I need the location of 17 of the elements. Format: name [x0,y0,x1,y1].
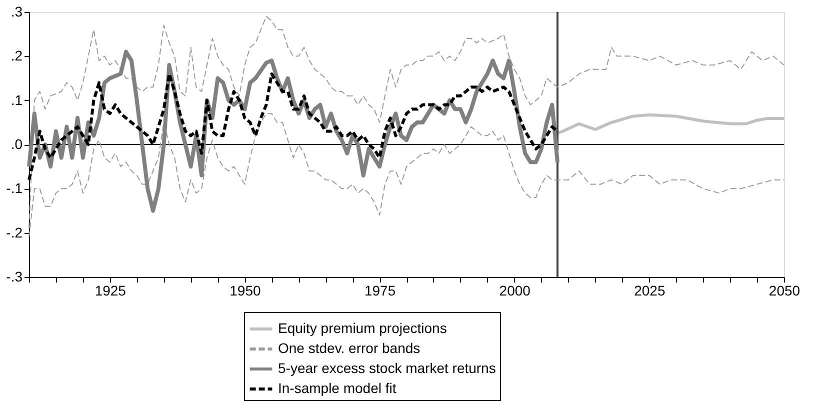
y-tick-label: .3 [10,4,23,20]
legend-label: 5-year excess stock market returns [278,360,496,376]
x-tick-label: 2025 [634,282,666,298]
y-tick-label: .0 [10,136,23,152]
x-tick-label: 2050 [768,282,800,298]
y-tick-label: -.1 [6,180,23,196]
x-tick-label: 1950 [230,282,261,298]
y-tick-label: .1 [10,92,23,108]
legend-label: One stdev. error bands [278,340,420,356]
legend-label: In-sample model fit [278,380,396,396]
x-tick-label: 1975 [364,282,396,298]
x-tick-label: 1925 [94,282,126,298]
legend-label: Equity premium projections [278,320,447,336]
y-tick-label: .2 [10,48,23,64]
y-tick-label: -.2 [6,224,23,240]
x-tick-label: 2000 [499,282,531,298]
y-tick-label: -.3 [6,268,23,284]
